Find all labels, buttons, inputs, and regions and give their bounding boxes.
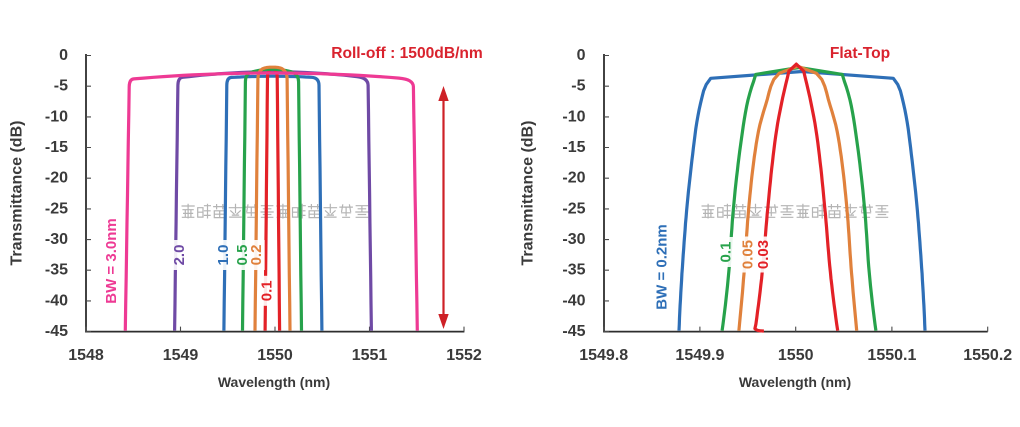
svg-text:-35: -35 (45, 262, 68, 279)
svg-text:0: 0 (59, 47, 68, 64)
svg-text:0.2: 0.2 (248, 245, 265, 266)
svg-text:2.0: 2.0 (171, 245, 188, 266)
svg-text:-10: -10 (45, 108, 68, 125)
svg-text:-30: -30 (562, 231, 585, 248)
svg-text:0.05: 0.05 (739, 240, 756, 269)
svg-text:-25: -25 (562, 200, 585, 217)
svg-text:0.1: 0.1 (258, 280, 275, 301)
svg-text:-5: -5 (571, 78, 585, 95)
svg-text:0.5: 0.5 (234, 245, 251, 266)
svg-text:1550.2: 1550.2 (963, 347, 1012, 364)
svg-text:1550: 1550 (778, 347, 814, 364)
svg-text:BW = 0.2nm: BW = 0.2nm (654, 224, 671, 309)
svg-text:-20: -20 (562, 170, 585, 187)
svg-text:1549: 1549 (163, 347, 199, 364)
svg-text:-45: -45 (45, 323, 68, 340)
svg-text:Flat-Top: Flat-Top (830, 45, 890, 62)
svg-text:Transmittance (dB): Transmittance (dB) (9, 121, 26, 266)
svg-text:1550.1: 1550.1 (867, 347, 916, 364)
svg-text:-5: -5 (54, 78, 68, 95)
svg-text:-20: -20 (45, 170, 68, 187)
svg-text:Wavelength (nm): Wavelength (nm) (218, 374, 330, 390)
svg-text:1550: 1550 (257, 347, 293, 364)
svg-text:-25: -25 (45, 200, 68, 217)
svg-text:-35: -35 (562, 262, 585, 279)
svg-text:-15: -15 (45, 139, 68, 156)
svg-text:1549.9: 1549.9 (675, 347, 724, 364)
svg-text:0: 0 (577, 47, 586, 64)
svg-text:Transmittance (dB): Transmittance (dB) (520, 121, 537, 266)
svg-text:Roll-off : 1500dB/nm: Roll-off : 1500dB/nm (331, 45, 483, 62)
svg-text:-40: -40 (562, 292, 585, 309)
svg-text:-45: -45 (562, 323, 585, 340)
svg-text:-10: -10 (562, 108, 585, 125)
svg-text:1552: 1552 (446, 347, 482, 364)
svg-text:0.03: 0.03 (755, 240, 772, 269)
svg-text:-40: -40 (45, 292, 68, 309)
svg-text:1548: 1548 (68, 347, 104, 364)
svg-text:1.0: 1.0 (215, 245, 232, 266)
svg-text:Wavelength (nm): Wavelength (nm) (739, 374, 851, 390)
svg-text:0.1: 0.1 (718, 242, 735, 263)
svg-text:-15: -15 (562, 139, 585, 156)
svg-text:1551: 1551 (352, 347, 388, 364)
svg-text:BW = 3.0nm: BW = 3.0nm (103, 218, 120, 303)
svg-text:-30: -30 (45, 231, 68, 248)
svg-text:1549.8: 1549.8 (579, 347, 628, 364)
